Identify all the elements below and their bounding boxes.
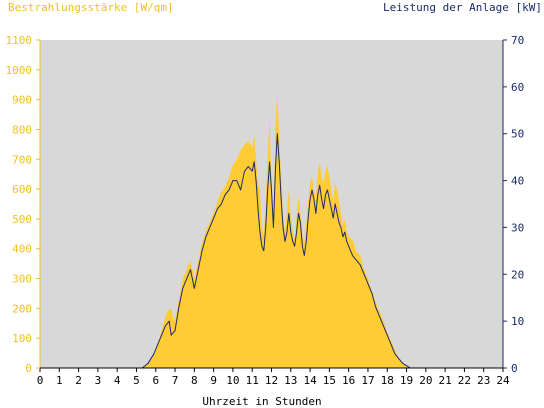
x-tick-label: 6 — [152, 374, 159, 387]
y-left-tick-label: 800 — [12, 123, 32, 136]
x-tick-label: 15 — [323, 374, 336, 387]
x-tick-label: 14 — [303, 374, 317, 387]
y-left-tick-label: 600 — [12, 183, 32, 196]
y-left-tick-label: 1000 — [6, 64, 33, 77]
x-axis-title: Uhrzeit in Stunden — [202, 395, 321, 408]
y-left-tick-label: 300 — [12, 273, 32, 286]
x-tick-label: 1 — [56, 374, 63, 387]
x-tick-label: 21 — [439, 374, 452, 387]
chart-titles: Bestrahlungsstärke [W/qm] Leistung der A… — [8, 1, 542, 14]
x-tick-label: 24 — [496, 374, 510, 387]
y-right-tick-label: 30 — [511, 221, 524, 234]
x-tick-label: 9 — [210, 374, 217, 387]
y-left-tick-label: 900 — [12, 94, 32, 107]
y-right-tick-label: 0 — [511, 362, 518, 375]
y-left-tick-label: 400 — [12, 243, 32, 256]
x-tick-label: 11 — [246, 374, 259, 387]
y-left-tick-label: 1100 — [6, 34, 33, 47]
y-right-tick-label: 20 — [511, 268, 524, 281]
x-tick-label: 7 — [172, 374, 179, 387]
x-tick-label: 18 — [381, 374, 394, 387]
power-line — [40, 133, 503, 369]
x-tick-label: 5 — [133, 374, 140, 387]
x-tick-label: 16 — [342, 374, 355, 387]
y-left-tick-label: 100 — [12, 332, 32, 345]
x-tick-label: 20 — [419, 374, 432, 387]
y-left-tick-label: 500 — [12, 213, 32, 226]
left-axis-title: Bestrahlungsstärke [W/qm] — [8, 1, 174, 14]
ticks-layer: 0 1 2 3 4 5 6 7 8 9 10 11 12 13 14 15 16 17 18 19 20 21 22 23 24… — [6, 34, 525, 387]
x-tick-label: 2 — [75, 374, 82, 387]
x-tick-label: 8 — [191, 374, 198, 387]
y-right-tick-label: 50 — [511, 128, 524, 141]
x-tick-label: 17 — [361, 374, 374, 387]
y-right-tick-label: 60 — [511, 81, 524, 94]
x-tick-label: 3 — [95, 374, 102, 387]
y-left-tick-label: 0 — [25, 362, 32, 375]
y-right-tick-label: 70 — [511, 34, 524, 47]
x-tick-label: 0 — [37, 374, 44, 387]
series-layer — [40, 93, 503, 369]
y-right-tick-label: 40 — [511, 175, 524, 188]
x-tick-label: 12 — [265, 374, 278, 387]
x-tick-label: 23 — [477, 374, 490, 387]
y-left-tick-label: 200 — [12, 302, 32, 315]
y-right-tick-label: 10 — [511, 315, 524, 328]
irradiance-area — [40, 93, 503, 369]
x-tick-label: 19 — [400, 374, 413, 387]
right-axis-title: Leistung der Anlage [kW] — [383, 1, 542, 14]
x-tick-label: 22 — [458, 374, 471, 387]
y-left-tick-label: 700 — [12, 153, 32, 166]
x-tick-label: 10 — [226, 374, 239, 387]
x-tick-label: 13 — [284, 374, 297, 387]
x-tick-label: 4 — [114, 374, 121, 387]
